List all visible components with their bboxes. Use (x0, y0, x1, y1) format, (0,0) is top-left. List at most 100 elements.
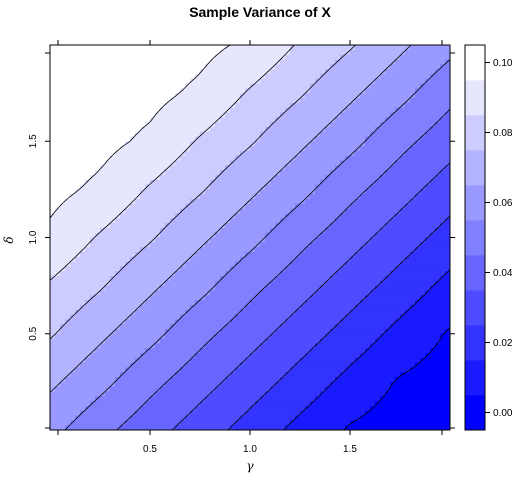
surface-cell (390, 261, 396, 267)
surface-cell (265, 261, 271, 267)
surface-cell (330, 237, 336, 243)
surface-cell (240, 227, 246, 234)
surface-cell (210, 184, 216, 190)
surface-cell (210, 227, 216, 234)
surface-cell (320, 179, 326, 186)
surface-cell (235, 280, 241, 287)
surface-cell (135, 295, 141, 301)
surface-cell (65, 69, 71, 75)
surface-cell (50, 280, 56, 287)
surface-cell (90, 256, 96, 263)
surface-cell (195, 309, 201, 316)
surface-cell (365, 174, 371, 181)
surface-cell (370, 150, 376, 157)
surface-cell (375, 304, 381, 311)
surface-cell (145, 338, 151, 344)
surface-cell (445, 237, 450, 243)
surface-cell (115, 271, 121, 277)
surface-cell (205, 49, 211, 56)
surface-cell (145, 266, 151, 272)
surface-cell (240, 223, 246, 229)
surface-cell (175, 73, 181, 80)
surface-cell (270, 107, 276, 113)
surface-cell (325, 328, 331, 335)
surface-cell (315, 314, 321, 320)
surface-cell (125, 242, 131, 248)
surface-cell (65, 146, 71, 152)
surface-cell (205, 319, 211, 325)
surface-cell (190, 54, 196, 61)
surface-cell (105, 242, 111, 248)
surface-cell (430, 126, 436, 133)
surface-cell (190, 256, 196, 263)
surface-cell (170, 261, 176, 267)
surface-cell (190, 73, 196, 80)
surface-cell (160, 266, 166, 272)
surface-cell (345, 314, 351, 320)
surface-cell (185, 93, 191, 99)
surface-cell (55, 88, 61, 94)
surface-cell (295, 213, 301, 219)
surface-cell (360, 45, 366, 51)
surface-cell (165, 199, 171, 205)
surface-cell (75, 165, 81, 171)
surface-cell (200, 218, 206, 224)
surface-cell (405, 232, 411, 239)
surface-cell (255, 319, 261, 325)
surface-cell (65, 232, 71, 239)
surface-cell (85, 107, 91, 113)
surface-cell (290, 256, 296, 263)
surface-cell (100, 324, 106, 330)
surface-cell (415, 237, 421, 243)
surface-cell (380, 256, 386, 263)
surface-cell (235, 218, 241, 224)
surface-cell (180, 218, 186, 224)
surface-cell (200, 343, 206, 349)
surface-cell (285, 232, 291, 239)
surface-cell (305, 309, 311, 316)
surface-cell (340, 319, 346, 325)
surface-cell (50, 112, 56, 118)
surface-cell (110, 261, 116, 267)
surface-cell (310, 247, 316, 253)
surface-cell (135, 54, 141, 61)
surface-cell (400, 83, 406, 89)
surface-cell (320, 324, 326, 330)
surface-cell (385, 160, 391, 166)
surface-cell (180, 276, 186, 282)
surface-cell (415, 165, 421, 171)
surface-cell (310, 232, 316, 239)
surface-cell (235, 141, 241, 147)
surface-cell (365, 271, 371, 277)
surface-cell (340, 276, 346, 282)
surface-cell (430, 155, 436, 162)
surface-cell (295, 218, 301, 224)
surface-cell (405, 314, 411, 320)
surface-cell (325, 247, 331, 253)
surface-cell (260, 88, 266, 94)
surface-cell (195, 184, 201, 190)
surface-cell (375, 146, 381, 152)
surface-cell (280, 49, 286, 56)
surface-cell (190, 179, 196, 186)
surface-cell (440, 184, 446, 190)
surface-cell (170, 343, 176, 349)
surface-cell (150, 300, 156, 306)
surface-cell (80, 126, 86, 133)
surface-cell (375, 179, 381, 186)
surface-cell (410, 165, 416, 171)
surface-cell (285, 295, 291, 301)
surface-cell (230, 223, 236, 229)
surface-cell (310, 208, 316, 215)
surface-cell (270, 88, 276, 94)
surface-cell (340, 333, 346, 340)
surface-cell (100, 227, 106, 234)
surface-cell (125, 319, 131, 325)
surface-cell (130, 174, 136, 181)
surface-cell (50, 304, 56, 311)
surface-cell (50, 199, 56, 205)
surface-cell (260, 256, 266, 263)
surface-cell (390, 256, 396, 263)
surface-cell (140, 285, 146, 292)
surface-cell (250, 93, 256, 99)
